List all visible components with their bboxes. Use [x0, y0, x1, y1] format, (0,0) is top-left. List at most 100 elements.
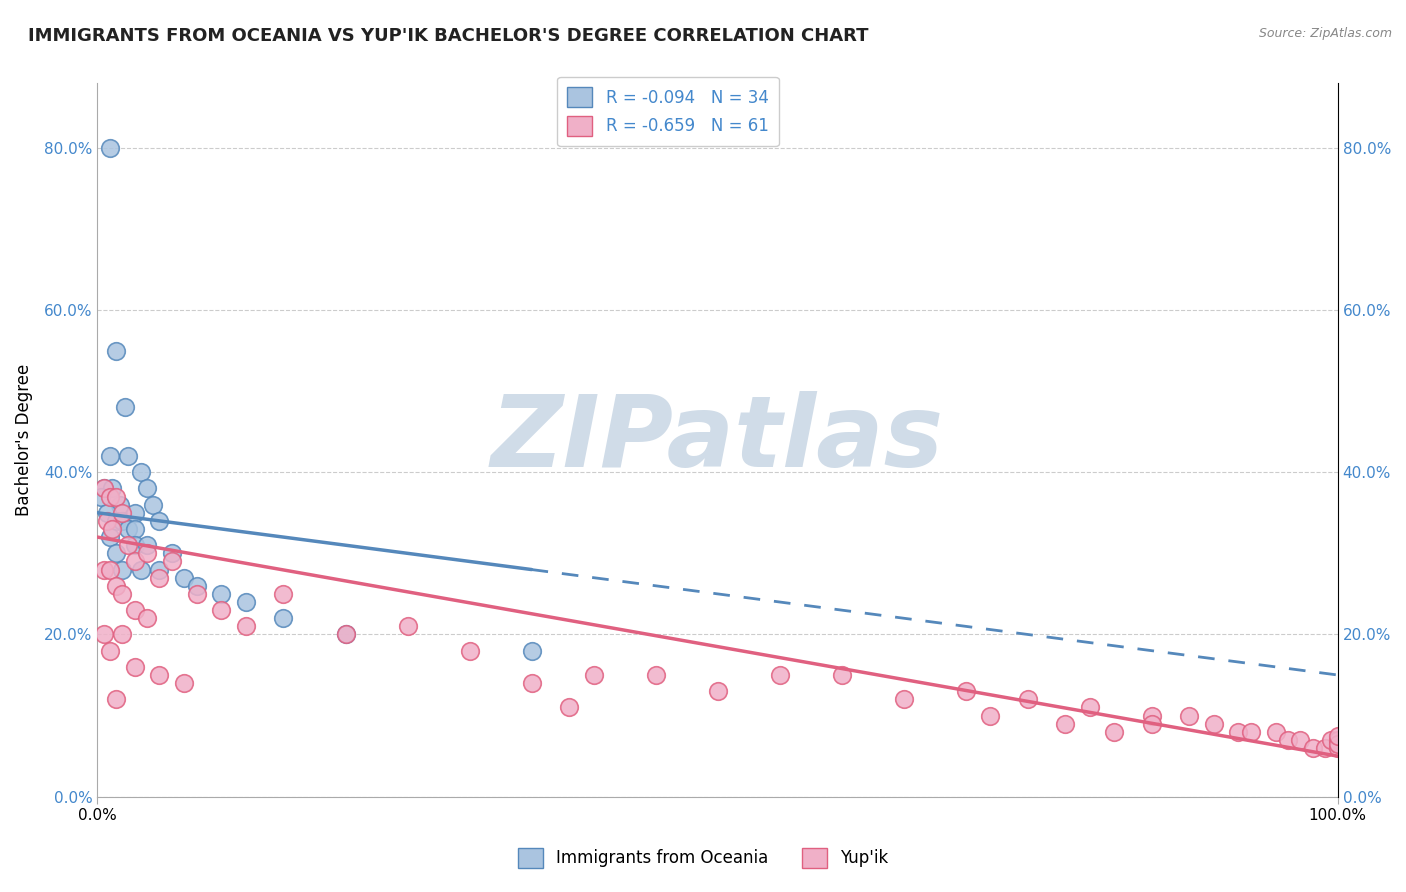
Point [1078, 700, 1101, 714]
Point [114, 401, 136, 415]
Text: Source: ZipAtlas.com: Source: ZipAtlas.com [1258, 27, 1392, 40]
Point [148, 571, 170, 585]
Point [211, 587, 233, 601]
Point [582, 668, 605, 682]
Point [101, 482, 124, 496]
Point [117, 449, 139, 463]
Point [1178, 708, 1201, 723]
Point [1202, 716, 1225, 731]
Point [335, 627, 357, 641]
Point [1264, 724, 1286, 739]
Point [93, 627, 115, 641]
Point [105, 343, 128, 358]
Point [979, 708, 1001, 723]
Point [1140, 716, 1163, 731]
Point [1140, 708, 1163, 723]
Point [1227, 724, 1250, 739]
Point [98, 563, 121, 577]
Point [136, 611, 159, 625]
Point [129, 465, 152, 479]
Point [644, 668, 666, 682]
Point [173, 571, 195, 585]
Point [101, 522, 124, 536]
Point [142, 498, 165, 512]
Point [111, 587, 134, 601]
Point [93, 482, 115, 496]
Point [558, 700, 581, 714]
Point [211, 603, 233, 617]
Point [90, 490, 112, 504]
Point [186, 587, 208, 601]
Point [117, 538, 139, 552]
Legend: Immigrants from Oceania, Yup'ik: Immigrants from Oceania, Yup'ik [512, 841, 894, 875]
Point [1326, 737, 1348, 751]
Point [105, 579, 128, 593]
Point [96, 506, 118, 520]
Point [96, 514, 118, 528]
Point [105, 514, 128, 528]
Point [111, 627, 134, 641]
Point [111, 563, 134, 577]
Point [124, 660, 146, 674]
Point [1302, 741, 1324, 756]
Point [111, 514, 134, 528]
Point [1017, 692, 1039, 706]
Point [136, 546, 159, 560]
Point [1315, 741, 1337, 756]
Text: ZIPatlas: ZIPatlas [491, 392, 943, 488]
Point [955, 684, 977, 698]
Point [1240, 724, 1263, 739]
Point [235, 619, 257, 633]
Point [273, 587, 295, 601]
Point [105, 692, 128, 706]
Point [105, 546, 128, 560]
Point [124, 603, 146, 617]
Point [124, 506, 146, 520]
Point [831, 668, 853, 682]
Point [136, 482, 159, 496]
Point [111, 506, 134, 520]
Point [136, 538, 159, 552]
Point [1289, 732, 1312, 747]
Point [129, 563, 152, 577]
Point [148, 514, 170, 528]
Point [98, 643, 121, 657]
Point [148, 563, 170, 577]
Point [1277, 732, 1299, 747]
Point [235, 595, 257, 609]
Point [93, 482, 115, 496]
Point [335, 627, 357, 641]
Point [98, 141, 121, 155]
Point [105, 490, 128, 504]
Point [1326, 741, 1348, 756]
Point [148, 668, 170, 682]
Point [1320, 732, 1343, 747]
Point [520, 643, 543, 657]
Point [1326, 732, 1348, 747]
Point [108, 498, 131, 512]
Text: IMMIGRANTS FROM OCEANIA VS YUP'IK BACHELOR'S DEGREE CORRELATION CHART: IMMIGRANTS FROM OCEANIA VS YUP'IK BACHEL… [28, 27, 869, 45]
Point [160, 554, 183, 568]
Point [458, 643, 481, 657]
Point [160, 546, 183, 560]
Y-axis label: Bachelor's Degree: Bachelor's Degree [15, 364, 32, 516]
Point [117, 522, 139, 536]
Point [893, 692, 915, 706]
Point [273, 611, 295, 625]
Point [1053, 716, 1076, 731]
Point [396, 619, 419, 633]
Point [98, 530, 121, 544]
Point [124, 554, 146, 568]
Point [124, 538, 146, 552]
Point [98, 449, 121, 463]
Point [98, 490, 121, 504]
Point [186, 579, 208, 593]
Point [124, 522, 146, 536]
Point [706, 684, 728, 698]
Point [1326, 729, 1348, 743]
Point [768, 668, 790, 682]
Point [520, 676, 543, 690]
Point [93, 563, 115, 577]
Point [1104, 724, 1126, 739]
Legend: R = -0.094   N = 34, R = -0.659   N = 61: R = -0.094 N = 34, R = -0.659 N = 61 [557, 77, 779, 146]
